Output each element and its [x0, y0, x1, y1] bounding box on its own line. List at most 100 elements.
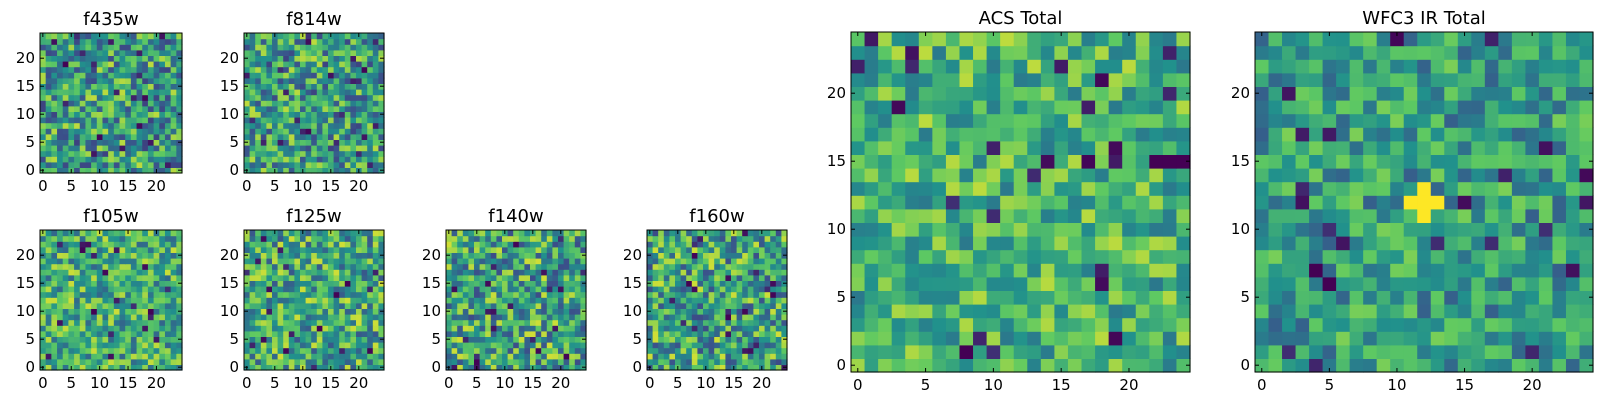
heatmap-cell — [1282, 290, 1297, 305]
heatmap-cell — [764, 291, 771, 298]
heatmap-cell — [249, 241, 256, 248]
heatmap-cell — [1295, 331, 1310, 346]
heatmap-cell — [113, 145, 121, 152]
heatmap-cell — [102, 105, 109, 112]
heatmap-cell — [697, 342, 704, 349]
heatmap-cell — [68, 38, 75, 45]
heatmap-cell — [781, 330, 788, 337]
heatmap-cell — [552, 252, 559, 259]
heatmap-cell — [249, 167, 256, 174]
heatmap-cell — [159, 72, 166, 79]
heatmap-cell — [1108, 32, 1123, 47]
heatmap-cell — [764, 347, 771, 354]
heatmap-cell — [770, 364, 777, 371]
heatmap-cell — [85, 100, 92, 107]
heatmap-cell — [367, 235, 374, 242]
heatmap-cell — [546, 353, 553, 360]
heatmap-cell — [85, 336, 92, 343]
heatmap-cell — [775, 252, 782, 259]
heatmap-cell — [164, 49, 172, 56]
heatmap-cell — [747, 291, 754, 298]
heatmap-cell — [159, 128, 166, 135]
heatmap-cell — [119, 286, 126, 293]
heatmap-cell — [361, 330, 368, 337]
heatmap-cell — [74, 100, 81, 107]
heatmap-cell — [680, 269, 687, 276]
heatmap-cell — [1013, 86, 1028, 101]
heatmap-cell — [153, 111, 160, 118]
heatmap-cell — [513, 286, 520, 293]
heatmap-cell — [864, 358, 879, 373]
heatmap-cell — [479, 274, 486, 281]
heatmap-cell — [153, 145, 160, 152]
heatmap-cell — [731, 263, 738, 270]
heatmap-cell — [333, 83, 340, 90]
heatmap-cell — [170, 291, 177, 298]
heatmap-cell — [1538, 290, 1554, 305]
heatmap-cell — [74, 105, 81, 112]
heatmap-cell — [277, 122, 284, 129]
heatmap-cell — [558, 280, 565, 287]
heatmap-cell — [747, 325, 754, 332]
heatmap-cell — [113, 44, 121, 51]
heatmap-cell — [485, 258, 492, 265]
heatmap-cell — [79, 44, 87, 51]
heatmap-cell — [462, 258, 469, 265]
heatmap-cell — [294, 38, 301, 45]
heatmap-cell — [918, 113, 933, 128]
heatmap-cell — [176, 145, 183, 152]
y-tick-label: 5 — [632, 330, 642, 348]
heatmap-cell — [1268, 168, 1283, 183]
heatmap-cell — [79, 94, 87, 101]
heatmap-cell — [62, 358, 69, 365]
heatmap-cell — [485, 353, 492, 360]
heatmap-cell — [986, 249, 1001, 264]
heatmap-cell — [569, 358, 576, 365]
heatmap-cell — [496, 258, 503, 265]
x-tick-label: 15 — [1052, 376, 1071, 394]
heatmap-cell — [647, 302, 654, 309]
heatmap-cell — [918, 208, 933, 223]
heatmap-cell — [350, 308, 357, 315]
heatmap-cell — [1108, 263, 1123, 278]
heatmap-cell — [1322, 358, 1337, 373]
heatmap-cell — [272, 161, 279, 168]
heatmap-cell — [260, 286, 267, 293]
heatmap-cell — [68, 269, 75, 276]
heatmap-cell — [462, 235, 469, 242]
heatmap-cell — [367, 167, 374, 174]
heatmap-cell — [708, 274, 715, 281]
heatmap-cell — [490, 230, 497, 237]
heatmap-cell — [96, 235, 104, 242]
heatmap-cell — [260, 83, 267, 90]
heatmap-cell — [496, 342, 503, 349]
heatmap-cell — [569, 258, 576, 265]
heatmap-cell — [1108, 195, 1123, 210]
heatmap-cell — [45, 314, 52, 321]
heatmap-cell — [378, 72, 385, 79]
heatmap-cell — [125, 72, 132, 79]
heatmap-cell — [350, 314, 357, 321]
heatmap-cell — [1565, 181, 1581, 196]
heatmap-cell — [153, 100, 160, 107]
heatmap-cell — [959, 113, 974, 128]
heatmap-cell — [170, 167, 177, 174]
heatmap-cell — [40, 353, 47, 360]
heatmap-cell — [159, 246, 166, 253]
heatmap-cell — [658, 263, 665, 270]
heatmap-cell — [502, 353, 509, 360]
heatmap-cell — [288, 330, 295, 337]
heatmap-cell — [170, 150, 177, 157]
heatmap-cell — [170, 280, 177, 287]
heatmap-cell — [344, 280, 351, 287]
heatmap-cell — [546, 336, 553, 343]
heatmap-cell — [451, 280, 458, 287]
heatmap-cell — [1403, 317, 1418, 332]
heatmap-cell — [474, 263, 481, 270]
heatmap-cell — [316, 230, 323, 237]
heatmap-cell — [496, 358, 503, 365]
heatmap-cell — [96, 302, 104, 309]
x-tick-label: 20 — [349, 374, 368, 392]
heatmap-cell — [973, 290, 988, 305]
heatmap-cell — [451, 297, 458, 304]
